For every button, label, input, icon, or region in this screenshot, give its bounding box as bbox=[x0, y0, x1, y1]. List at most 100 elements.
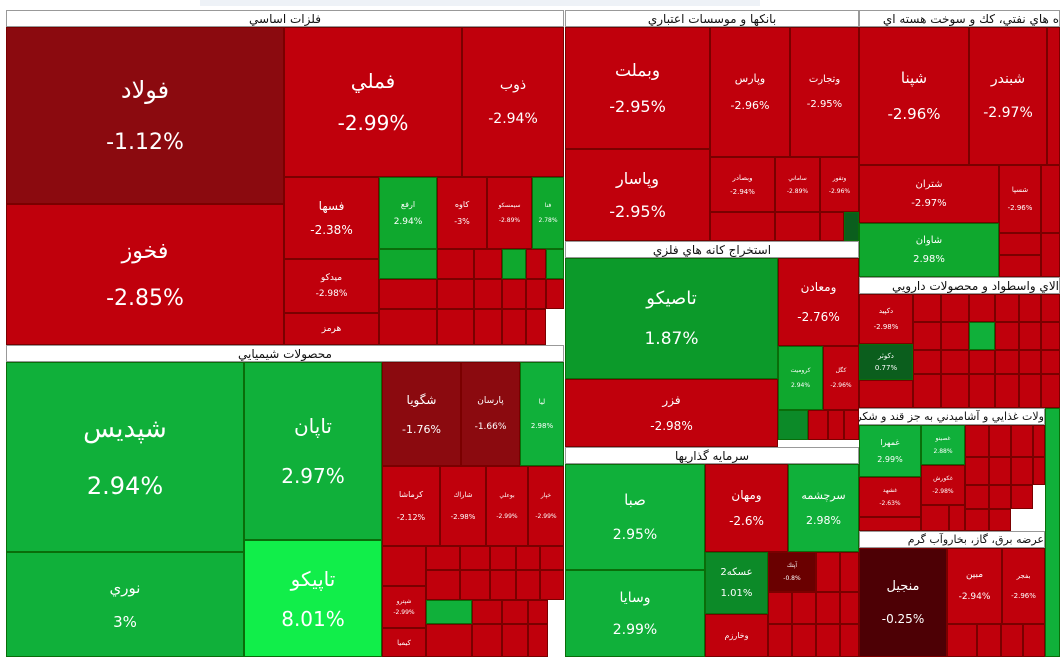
stock-tile[interactable]: وسايا 2.99% bbox=[565, 570, 705, 657]
small-stock-tile[interactable] bbox=[474, 279, 502, 309]
small-stock-tile[interactable] bbox=[977, 624, 1001, 657]
stock-tile[interactable]: ارفع 2.94% bbox=[379, 177, 437, 249]
stock-tile[interactable]: دكوثر 0.77% bbox=[859, 344, 913, 380]
small-stock-tile[interactable] bbox=[1023, 624, 1045, 657]
small-stock-tile[interactable] bbox=[778, 410, 808, 440]
stock-tile[interactable]: وپاسار -2.95% bbox=[565, 149, 710, 241]
small-stock-tile[interactable] bbox=[999, 255, 1041, 277]
small-stock-tile[interactable] bbox=[474, 309, 502, 345]
small-stock-tile[interactable] bbox=[999, 233, 1041, 255]
stock-tile[interactable] bbox=[382, 546, 426, 586]
stock-tile[interactable]: فولاد -1.12% bbox=[6, 27, 284, 204]
small-stock-tile[interactable] bbox=[540, 570, 564, 600]
small-stock-tile[interactable] bbox=[989, 425, 1011, 457]
small-stock-tile[interactable] bbox=[379, 249, 437, 279]
stock-tile[interactable]: فسها -2.38% bbox=[284, 177, 379, 259]
sector-header-metal-ores[interactable]: استخراج كانه هاي فلزي bbox=[565, 241, 859, 258]
small-stock-tile[interactable] bbox=[437, 279, 474, 309]
small-stock-tile[interactable] bbox=[792, 624, 816, 657]
small-stock-tile[interactable] bbox=[1001, 624, 1023, 657]
small-stock-tile[interactable] bbox=[768, 624, 792, 657]
small-stock-tile[interactable] bbox=[1041, 322, 1060, 350]
stock-tile[interactable]: سيمسكو -2.89% bbox=[487, 177, 532, 249]
stock-tile[interactable]: ساماني -2.89% bbox=[775, 157, 820, 212]
sector-header-basic-metals[interactable]: فلزات اساسي bbox=[6, 10, 564, 27]
small-stock-tile[interactable] bbox=[913, 294, 941, 322]
sector-header-chemicals[interactable]: محصولات شيميايي bbox=[6, 345, 564, 362]
small-stock-tile[interactable] bbox=[989, 509, 1011, 531]
small-stock-tile[interactable] bbox=[426, 570, 460, 600]
small-stock-tile[interactable] bbox=[941, 374, 969, 408]
small-stock-tile[interactable] bbox=[1019, 322, 1041, 350]
stock-tile[interactable]: پارسان -1.66% bbox=[461, 362, 520, 466]
small-stock-tile[interactable] bbox=[995, 294, 1019, 322]
small-stock-tile[interactable] bbox=[969, 350, 995, 374]
small-stock-tile[interactable] bbox=[1041, 294, 1060, 322]
small-stock-tile[interactable] bbox=[965, 425, 989, 457]
small-stock-tile[interactable] bbox=[472, 624, 502, 657]
small-stock-tile[interactable] bbox=[426, 600, 472, 624]
stock-tile[interactable]: تاصيكو 1.87% bbox=[565, 258, 778, 379]
small-stock-tile[interactable] bbox=[840, 624, 859, 657]
small-stock-tile[interactable] bbox=[965, 485, 989, 509]
stock-tile[interactable]: تاپيكو 8.01% bbox=[244, 540, 382, 657]
small-stock-tile[interactable] bbox=[941, 294, 969, 322]
stock-tile[interactable]: شتران -2.97% bbox=[859, 165, 999, 223]
stock-tile[interactable]: فخوز -2.85% bbox=[6, 204, 284, 345]
stock-tile[interactable]: كاوه -3% bbox=[437, 177, 487, 249]
small-stock-tile[interactable] bbox=[965, 509, 989, 531]
small-stock-tile[interactable] bbox=[816, 552, 840, 592]
stock-tile[interactable]: وبملت -2.95% bbox=[565, 27, 710, 149]
small-stock-tile[interactable] bbox=[965, 457, 989, 485]
small-stock-tile[interactable] bbox=[526, 249, 546, 279]
small-stock-tile[interactable] bbox=[828, 410, 844, 440]
small-stock-tile[interactable] bbox=[859, 517, 921, 531]
small-stock-tile[interactable] bbox=[502, 309, 526, 345]
small-stock-tile[interactable] bbox=[768, 592, 792, 624]
stock-tile[interactable]: شپترو -2.99% bbox=[382, 586, 426, 628]
small-stock-tile[interactable] bbox=[820, 212, 844, 241]
stock-tile[interactable]: صبا 2.95% bbox=[565, 464, 705, 570]
stock-tile[interactable]: كروميت 2.94% bbox=[778, 346, 823, 410]
small-stock-tile[interactable] bbox=[528, 600, 548, 624]
small-stock-tile[interactable] bbox=[437, 309, 474, 345]
small-stock-tile[interactable] bbox=[490, 570, 516, 600]
stock-tile[interactable]: ذوب -2.94% bbox=[462, 27, 564, 177]
small-stock-tile[interactable] bbox=[1045, 408, 1060, 657]
small-stock-tile[interactable] bbox=[1033, 425, 1045, 457]
small-stock-tile[interactable] bbox=[969, 374, 995, 408]
stock-tile[interactable]: وخارزم bbox=[705, 614, 768, 657]
small-stock-tile[interactable] bbox=[941, 350, 969, 374]
small-stock-tile[interactable] bbox=[526, 309, 546, 345]
stock-tile[interactable]: كرماشا -2.12% bbox=[382, 466, 440, 546]
stock-tile[interactable]: نوري 3% bbox=[6, 552, 244, 657]
small-stock-tile[interactable] bbox=[426, 546, 460, 570]
small-stock-tile[interactable] bbox=[1041, 350, 1060, 374]
small-stock-tile[interactable] bbox=[995, 374, 1019, 408]
stock-tile[interactable]: منجيل -0.25% bbox=[859, 548, 947, 657]
small-stock-tile[interactable] bbox=[947, 624, 977, 657]
small-stock-tile[interactable] bbox=[775, 212, 820, 241]
stock-tile[interactable]: ليا 2.98% bbox=[520, 362, 564, 466]
sector-header-food[interactable]: ولات غذايي و آشاميدني به جز قند و شكر bbox=[837, 408, 1045, 425]
small-stock-tile[interactable] bbox=[1011, 425, 1033, 457]
small-stock-tile[interactable] bbox=[710, 212, 775, 241]
small-stock-tile[interactable] bbox=[913, 322, 941, 350]
small-stock-tile[interactable] bbox=[840, 592, 859, 624]
sector-header-petroleum[interactable]: ه هاي نفتي، كك و سوخت هسته اي bbox=[859, 10, 1060, 27]
small-stock-tile[interactable] bbox=[379, 279, 437, 309]
stock-tile[interactable]: كيميا bbox=[382, 628, 426, 657]
small-stock-tile[interactable] bbox=[859, 380, 913, 408]
small-stock-tile[interactable] bbox=[460, 546, 490, 570]
stock-tile[interactable]: بفجر -2.96% bbox=[1002, 548, 1045, 624]
small-stock-tile[interactable] bbox=[1041, 165, 1060, 233]
sector-header-banks[interactable]: بانكها و موسسات اعتباري bbox=[565, 10, 859, 27]
small-stock-tile[interactable] bbox=[526, 279, 546, 309]
stock-tile[interactable]: شگويا -1.76% bbox=[382, 362, 461, 466]
stock-tile[interactable]: فزر -2.98% bbox=[565, 379, 778, 447]
small-stock-tile[interactable] bbox=[1019, 374, 1041, 408]
small-stock-tile[interactable] bbox=[546, 279, 564, 309]
stock-tile[interactable]: وتفور -2.96% bbox=[820, 157, 859, 212]
small-stock-tile[interactable] bbox=[844, 410, 859, 440]
small-stock-tile[interactable] bbox=[989, 485, 1011, 509]
